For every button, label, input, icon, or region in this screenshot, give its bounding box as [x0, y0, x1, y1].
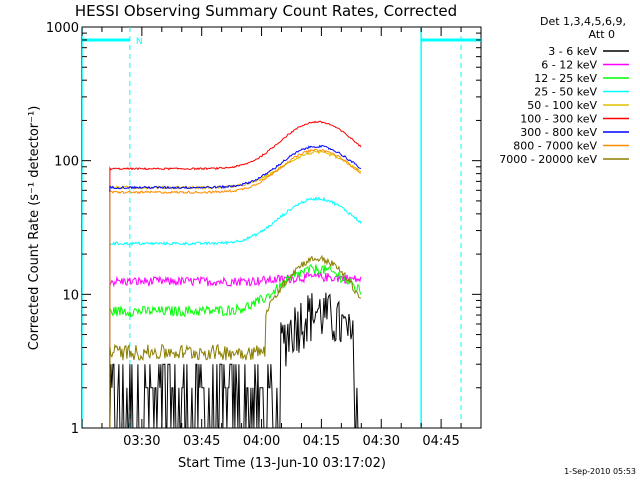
date-stamp: 1-Sep-2010 05:53 — [564, 467, 636, 476]
x-tick-label: 04:30 — [363, 434, 400, 449]
y-tick-label: 100 — [54, 155, 79, 170]
legend-label-2: 12 - 25 keV — [534, 72, 597, 85]
x-tick-label: 04:45 — [422, 434, 459, 449]
legend-header-line-1: Det 1,3,4,5,6,9, — [540, 15, 626, 28]
legend-header-line-2: Att 0 — [589, 28, 615, 41]
legend-label-4: 50 - 100 keV — [527, 99, 597, 112]
series-line-8 — [109, 254, 362, 428]
x-axis: 03:30 03:45 04:00 04:15 04:30 04:45 — [81, 27, 482, 449]
series-line-1 — [109, 270, 362, 428]
x-axis-label: Start Time (13-Jun-10 03:17:02) — [178, 456, 386, 471]
x-tick-label: 03:45 — [183, 434, 220, 449]
y-axis-label: Corrected Count Rate (s⁻¹ detector⁻¹) — [27, 106, 42, 351]
series-line-5 — [109, 120, 362, 428]
x-tick-label: 04:15 — [303, 434, 340, 449]
x-tick-label: 04:00 — [243, 434, 280, 449]
chart-title: HESSI Observing Summary Count Rates, Cor… — [75, 2, 457, 20]
legend-label-7: 800 - 7000 keV — [513, 140, 597, 153]
y-axis: 1 10 100 1000 — [46, 21, 481, 437]
legend-label-0: 3 - 6 keV — [548, 45, 597, 58]
series-layer — [109, 120, 362, 428]
series-line-3 — [109, 196, 362, 428]
x-tick-label: 03:30 — [123, 434, 160, 449]
night-marker-label: N — [136, 37, 143, 47]
series-line-6 — [109, 144, 362, 428]
series-line-0 — [109, 292, 361, 428]
legend-label-8: 7000 - 20000 keV — [499, 153, 597, 166]
series-line-2 — [109, 263, 362, 428]
legend-label-5: 100 - 300 keV — [520, 113, 597, 126]
legend-label-1: 6 - 12 keV — [541, 59, 597, 72]
y-tick-label: 1 — [71, 422, 79, 437]
y-tick-label: 1000 — [46, 21, 79, 36]
y-tick-label: 10 — [62, 288, 79, 303]
series-line-7 — [109, 148, 362, 428]
legend-label-3: 25 - 50 keV — [534, 86, 597, 99]
legend-label-6: 300 - 800 keV — [520, 126, 597, 139]
orbit-markers: N — [82, 27, 481, 428]
